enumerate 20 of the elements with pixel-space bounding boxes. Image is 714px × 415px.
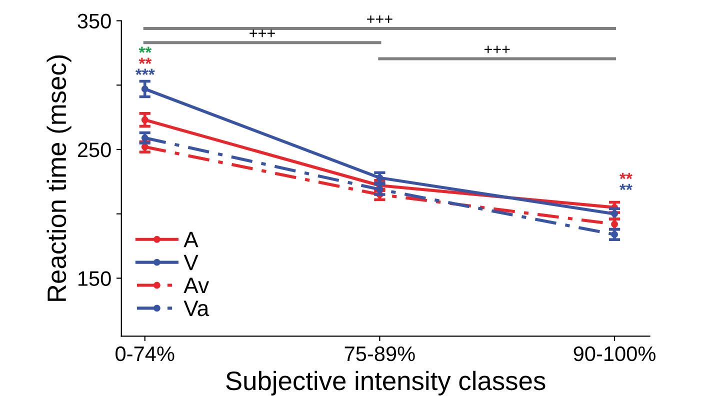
- annotation: +++: [250, 30, 275, 38]
- legend-label: A: [184, 232, 198, 248]
- x-tick-label: 0-74%: [116, 346, 174, 362]
- annotation: +++: [484, 46, 510, 54]
- annotation: **: [138, 46, 152, 53]
- y-axis-title: Reaction time (msec): [46, 55, 72, 301]
- annotation: +++: [367, 15, 392, 23]
- y-tick-label: 250: [78, 142, 111, 158]
- legend-label: Va: [184, 300, 210, 316]
- legend-label: V: [184, 254, 198, 270]
- y-tick-label: 350: [78, 14, 111, 29]
- y-tick-label: 150: [78, 271, 111, 286]
- x-tick-label: 90-100%: [574, 346, 656, 362]
- x-axis-title: Subjective intensity classes: [226, 370, 546, 396]
- legend-label: Av: [184, 278, 210, 294]
- annotation: ***: [135, 68, 155, 75]
- annotation: **: [620, 184, 632, 190]
- annotation: **: [138, 58, 152, 64]
- x-tick-label: 75-89%: [344, 346, 415, 362]
- annotation: **: [620, 172, 632, 180]
